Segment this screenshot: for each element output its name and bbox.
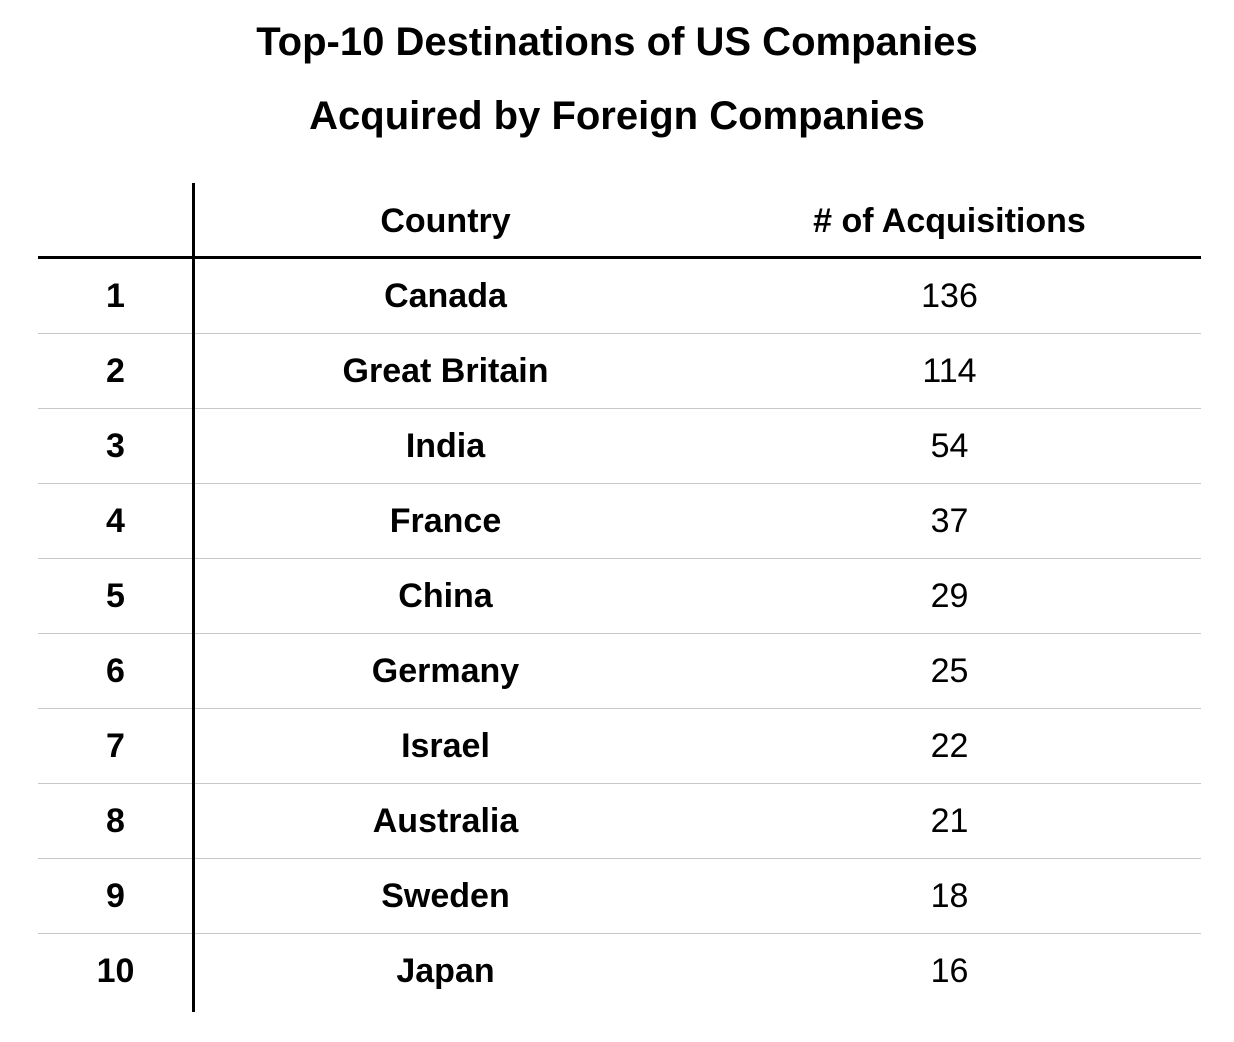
rank-cell: 3 — [106, 426, 125, 465]
country-cell: Great Britain — [342, 351, 549, 390]
country-cell: Sweden — [381, 876, 510, 915]
table-row: 1 Canada 136 — [38, 259, 1201, 334]
table-row: 5 China 29 — [38, 559, 1201, 634]
rank-column-divider — [192, 183, 195, 1012]
table-row: 10 Japan 16 — [38, 934, 1201, 1009]
table-header-row: Country # of Acquisitions — [38, 183, 1201, 259]
acquisitions-cell: 37 — [930, 501, 969, 540]
country-cell: Germany — [371, 651, 520, 690]
table-row: 7 Israel 22 — [38, 709, 1201, 784]
table-row: 4 France 37 — [38, 484, 1201, 559]
rank-cell: 5 — [106, 576, 125, 615]
header-acquisitions: # of Acquisitions — [813, 202, 1086, 240]
acquisitions-cell: 21 — [930, 801, 969, 840]
acquisitions-cell: 114 — [922, 351, 977, 390]
rank-cell: 10 — [96, 952, 135, 990]
country-cell: France — [389, 501, 502, 540]
acquisitions-cell: 54 — [930, 426, 969, 465]
country-cell: Japan — [396, 952, 495, 990]
acquisitions-cell: 16 — [930, 952, 969, 990]
rank-cell: 8 — [106, 801, 125, 840]
rank-cell: 2 — [106, 351, 125, 390]
acquisitions-table: Country # of Acquisitions 1 Canada 136 2… — [38, 183, 1201, 1009]
acquisitions-cell: 25 — [930, 651, 969, 690]
rank-cell: 7 — [106, 726, 125, 765]
table-row: 6 Germany 25 — [38, 634, 1201, 709]
table-row: 2 Great Britain 114 — [38, 334, 1201, 409]
country-cell: China — [398, 576, 493, 615]
header-country: Country — [380, 202, 511, 240]
rank-cell: 9 — [106, 876, 125, 915]
chart-title-line-1: Top-10 Destinations of US Companies — [256, 20, 978, 64]
table-row: 3 India 54 — [38, 409, 1201, 484]
acquisitions-cell: 22 — [930, 726, 969, 765]
rank-cell: 1 — [106, 276, 125, 315]
acquisitions-cell: 18 — [930, 876, 969, 915]
table-row: 8 Australia 21 — [38, 784, 1201, 859]
country-cell: Canada — [384, 276, 507, 315]
acquisitions-cell: 29 — [930, 576, 969, 615]
rank-cell: 6 — [106, 651, 125, 690]
rank-cell: 4 — [106, 501, 125, 540]
country-cell: Israel — [401, 726, 490, 765]
country-cell: India — [405, 426, 486, 465]
acquisitions-cell: 136 — [921, 276, 978, 315]
country-cell: Australia — [372, 801, 519, 840]
header-rank — [38, 183, 193, 256]
chart-title-line-2: Acquired by Foreign Companies — [309, 94, 925, 138]
table-row: 9 Sweden 18 — [38, 859, 1201, 934]
